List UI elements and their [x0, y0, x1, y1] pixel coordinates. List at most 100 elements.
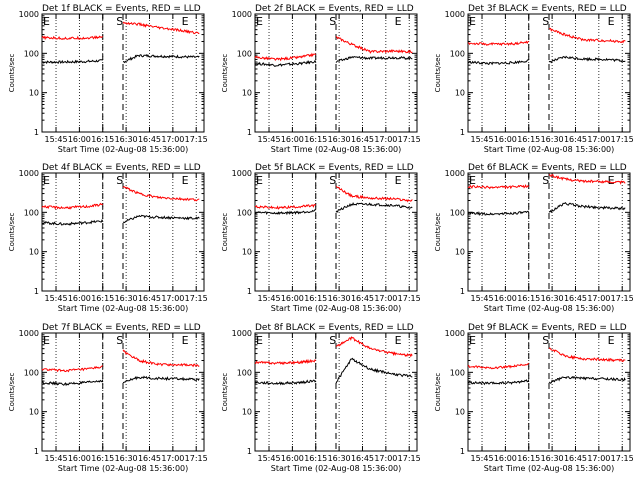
y-tick-label: 100 — [450, 368, 465, 377]
x-tick-label: 17:00 — [374, 454, 397, 463]
y-tick-label: 100 — [237, 208, 252, 217]
x-tick-label: 17:00 — [587, 294, 610, 303]
x-tick-label: 15:45 — [44, 454, 67, 463]
x-axis-label: Start Time (02-Aug-08 15:36:00) — [271, 304, 402, 313]
events-series-line — [41, 218, 104, 226]
y-tick-label: 1000 — [445, 10, 465, 19]
x-tick-label: 16:30 — [541, 135, 564, 144]
chart-panel: Det 8f BLACK = Events, RED = LLD 1 10 100 10… — [221, 323, 421, 473]
events-series-line — [548, 55, 626, 64]
interval-marker-label: S — [542, 174, 549, 187]
interval-marker-label: E — [395, 174, 402, 187]
y-tick-label: 1 — [460, 447, 465, 456]
interval-marker-label: E — [256, 15, 263, 28]
y-tick-label: 100 — [237, 49, 252, 58]
events-series-line — [254, 59, 317, 67]
interval-marker-label: E — [395, 15, 402, 28]
y-axis-label: Counts/sec — [8, 54, 16, 93]
x-axis-label: Start Time (02-Aug-08 15:36:00) — [58, 304, 189, 313]
events-series-line — [467, 59, 529, 66]
events-series-line — [254, 209, 316, 216]
chart-panel: Det 5f BLACK = Events, RED = LLD 1 10 100 10… — [221, 163, 421, 313]
x-tick-label: 15:45 — [44, 294, 67, 303]
x-tick-label: 16:00 — [68, 294, 91, 303]
x-tick-label: 16:00 — [281, 294, 304, 303]
x-tick-label: 16:45 — [138, 294, 161, 303]
x-tick-label: 17:00 — [587, 454, 610, 463]
x-tick-label: 15:45 — [257, 454, 280, 463]
y-axis-label: Counts/sec — [8, 213, 16, 252]
x-tick-label: 16:45 — [138, 135, 161, 144]
y-tick-label: 1 — [247, 287, 252, 296]
lld-series-line — [335, 185, 413, 203]
x-tick-label: 15:45 — [44, 135, 67, 144]
chart-title: Det 3f BLACK = Events, RED = LLD — [468, 4, 627, 14]
x-tick-label: 15:45 — [470, 135, 493, 144]
events-series-line — [467, 379, 530, 386]
chart-panel: Det 9f BLACK = Events, RED = LLD 1 10 100 10… — [434, 323, 634, 473]
interval-marker-label: E — [43, 174, 50, 187]
lld-series-line — [41, 35, 104, 41]
events-series-line — [467, 210, 530, 216]
x-axis-label: Start Time (02-Aug-08 15:36:00) — [484, 145, 615, 154]
events-series-line — [41, 59, 103, 65]
interval-marker-label: S — [116, 174, 123, 187]
chart-panel: Det 6f BLACK = Events, RED = LLD 1 10 100 10… — [434, 163, 634, 313]
interval-marker-label: E — [395, 334, 402, 347]
y-tick-label: 1 — [247, 447, 252, 456]
x-tick-label: 16:45 — [564, 294, 587, 303]
x-tick-label: 16:15 — [91, 294, 114, 303]
chart-title: Det 5f BLACK = Events, RED = LLD — [255, 163, 414, 173]
events-series-line — [335, 55, 413, 63]
x-axis-label: Start Time (02-Aug-08 15:36:00) — [271, 464, 402, 473]
y-tick-label: 1000 — [232, 169, 252, 178]
interval-marker-label: E — [608, 15, 615, 28]
x-tick-label: 15:45 — [470, 294, 493, 303]
y-axis-label: Counts/sec — [434, 213, 442, 252]
x-tick-label: 16:00 — [68, 135, 91, 144]
events-series-line — [254, 379, 317, 386]
x-tick-label: 16:00 — [68, 454, 91, 463]
y-tick-label: 1 — [34, 128, 39, 137]
y-tick-label: 1000 — [19, 10, 39, 19]
y-tick-label: 1 — [247, 128, 252, 137]
chart-title: Det 6f BLACK = Events, RED = LLD — [468, 163, 627, 173]
events-series-line — [335, 201, 413, 213]
chart-panel: Det 4f BLACK = Events, RED = LLD 1 10 100 10… — [8, 163, 208, 313]
y-tick-label: 10 — [455, 248, 465, 257]
x-tick-label: 16:45 — [351, 135, 374, 144]
x-tick-label: 16:30 — [541, 454, 564, 463]
y-tick-label: 100 — [24, 368, 39, 377]
lld-series-line — [254, 52, 317, 62]
lld-series-line — [254, 204, 317, 210]
interval-marker-label: S — [329, 174, 336, 187]
x-tick-label: 16:45 — [138, 454, 161, 463]
interval-marker-label: S — [116, 15, 123, 28]
interval-marker-label: E — [256, 174, 263, 187]
x-tick-label: 17:15 — [398, 454, 421, 463]
x-tick-label: 16:15 — [304, 454, 327, 463]
interval-marker-label: S — [329, 334, 336, 347]
x-tick-label: 16:00 — [494, 135, 517, 144]
y-tick-label: 1000 — [232, 10, 252, 19]
interval-marker-label: E — [469, 334, 476, 347]
interval-marker-label: S — [542, 15, 549, 28]
x-tick-label: 17:15 — [185, 294, 208, 303]
lld-series-line — [41, 202, 104, 210]
chart-title: Det 1f BLACK = Events, RED = LLD — [42, 4, 201, 14]
x-tick-label: 16:15 — [304, 135, 327, 144]
x-tick-label: 16:45 — [564, 454, 587, 463]
y-tick-label: 10 — [29, 89, 39, 98]
lld-series-line — [41, 365, 104, 373]
interval-marker-label: E — [469, 174, 476, 187]
y-tick-label: 1000 — [19, 329, 39, 338]
x-tick-label: 17:15 — [185, 454, 208, 463]
x-axis-label: Start Time (02-Aug-08 15:36:00) — [484, 464, 615, 473]
x-tick-label: 16:15 — [517, 135, 540, 144]
y-tick-label: 100 — [24, 208, 39, 217]
interval-marker-label: E — [469, 15, 476, 28]
chart-title: Det 9f BLACK = Events, RED = LLD — [468, 323, 627, 333]
x-tick-label: 17:15 — [611, 135, 634, 144]
y-axis-label: Counts/sec — [8, 373, 16, 412]
